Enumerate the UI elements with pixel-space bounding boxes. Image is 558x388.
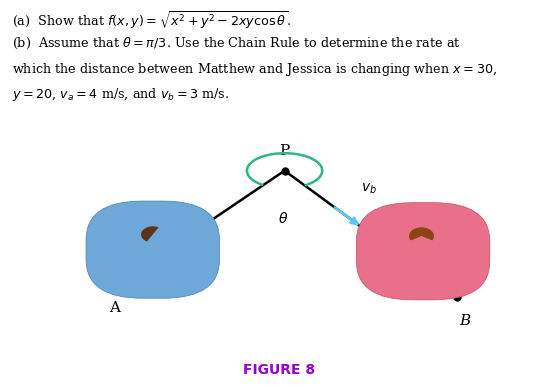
Circle shape: [410, 228, 433, 244]
Text: $v_b$: $v_b$: [361, 181, 377, 196]
Text: (a)  Show that $f(x, y) = \sqrt{x^2 + y^2 - 2xy\cos\theta}$.: (a) Show that $f(x, y) = \sqrt{x^2 + y^2…: [12, 10, 291, 32]
Text: FIGURE 8: FIGURE 8: [243, 363, 315, 377]
Text: P: P: [280, 144, 290, 158]
FancyBboxPatch shape: [357, 203, 490, 300]
Text: x: x: [180, 209, 188, 223]
Text: B: B: [459, 314, 470, 328]
Wedge shape: [141, 226, 158, 241]
FancyBboxPatch shape: [86, 201, 219, 298]
Text: $\theta$: $\theta$: [278, 211, 288, 227]
Text: y: y: [389, 227, 397, 242]
Text: $v_a$: $v_a$: [143, 212, 158, 227]
Text: (b)  Assume that $\theta = \pi/3$. Use the Chain Rule to determine the rate at: (b) Assume that $\theta = \pi/3$. Use th…: [12, 36, 461, 51]
Circle shape: [141, 226, 165, 242]
Text: $y = 20$, $v_a = 4$ m/s, and $v_b = 3$ m/s.: $y = 20$, $v_a = 4$ m/s, and $v_b = 3$ m…: [12, 86, 229, 103]
Wedge shape: [409, 227, 434, 241]
Text: A: A: [109, 301, 121, 315]
Text: which the distance between Matthew and Jessica is changing when $x = 30$,: which the distance between Matthew and J…: [12, 61, 497, 78]
